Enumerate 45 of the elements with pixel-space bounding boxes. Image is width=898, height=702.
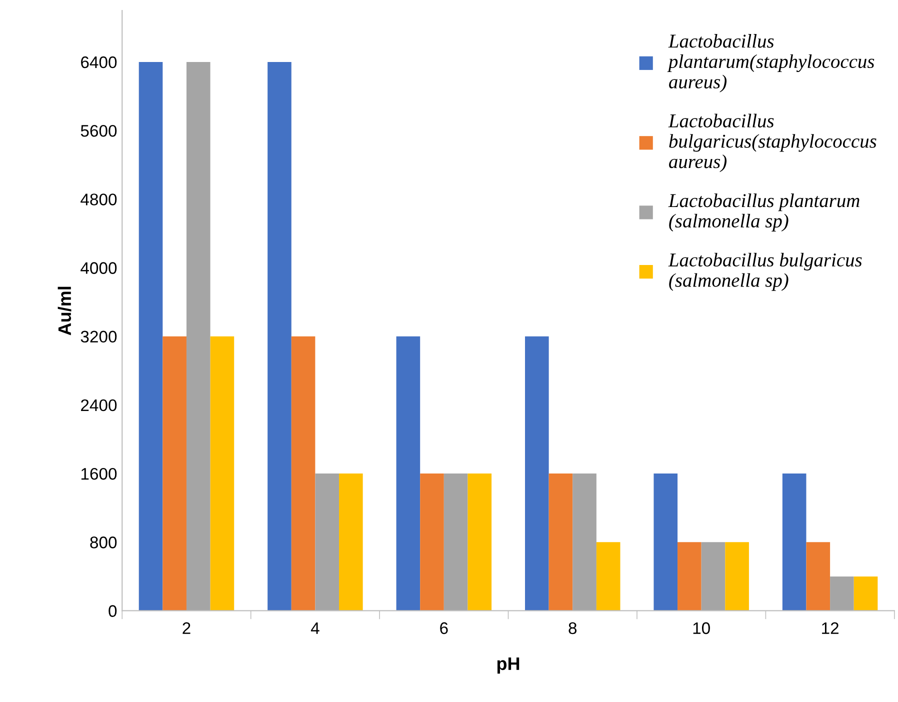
bar [548, 474, 573, 611]
legend-label: Lactobacillus bulgaricus(staphylococcus aureus) [668, 114, 876, 172]
y-tick-label: 6400 [81, 56, 117, 68]
bar [572, 474, 596, 611]
legend-label: Lactobacillus bulgaricus (salmonella sp) [668, 252, 862, 291]
x-tick-label: 6 [440, 622, 448, 634]
y-tick-label: 800 [90, 536, 117, 548]
x-tick-label: 8 [568, 622, 577, 634]
x-tick-label: 12 [822, 622, 838, 634]
legend-label: Lactobacillus plantarum(staphylococcus aureus) [667, 34, 874, 92]
bar [701, 542, 726, 611]
bar [396, 336, 420, 611]
x-tick-label: 10 [693, 622, 710, 634]
bar [420, 474, 444, 611]
bar [268, 62, 292, 611]
x-tick-label: 2 [182, 622, 190, 634]
bar [806, 542, 830, 611]
bar [596, 542, 620, 611]
bar [339, 474, 363, 611]
y-tick-label: 0 [108, 605, 117, 617]
bar [210, 336, 234, 611]
y-tick-label: 1600 [81, 468, 117, 480]
bar [138, 62, 163, 611]
bar [782, 474, 806, 611]
x-axis-title: pH [497, 657, 520, 674]
bar [725, 542, 749, 611]
bar [525, 336, 549, 611]
legend-label: Lactobacillus plantarum (salmonella sp) [668, 194, 860, 232]
bar [830, 576, 854, 611]
bar [854, 576, 878, 611]
bar [654, 474, 678, 611]
bar [444, 474, 468, 611]
x-tick-label: 4 [310, 622, 320, 634]
bar [291, 336, 316, 611]
bar [468, 474, 492, 611]
y-tick-label: 4800 [80, 194, 117, 206]
y-tick-label: 2400 [81, 399, 117, 412]
y-tick-label: 4000 [80, 262, 117, 274]
bar [678, 542, 702, 611]
bar [315, 474, 340, 611]
y-tick-label: 3200 [80, 330, 117, 343]
bar [186, 62, 210, 611]
bar [162, 336, 186, 611]
y-tick-label: 5600 [80, 124, 117, 137]
y-axis-title: Au/ml [58, 286, 72, 336]
